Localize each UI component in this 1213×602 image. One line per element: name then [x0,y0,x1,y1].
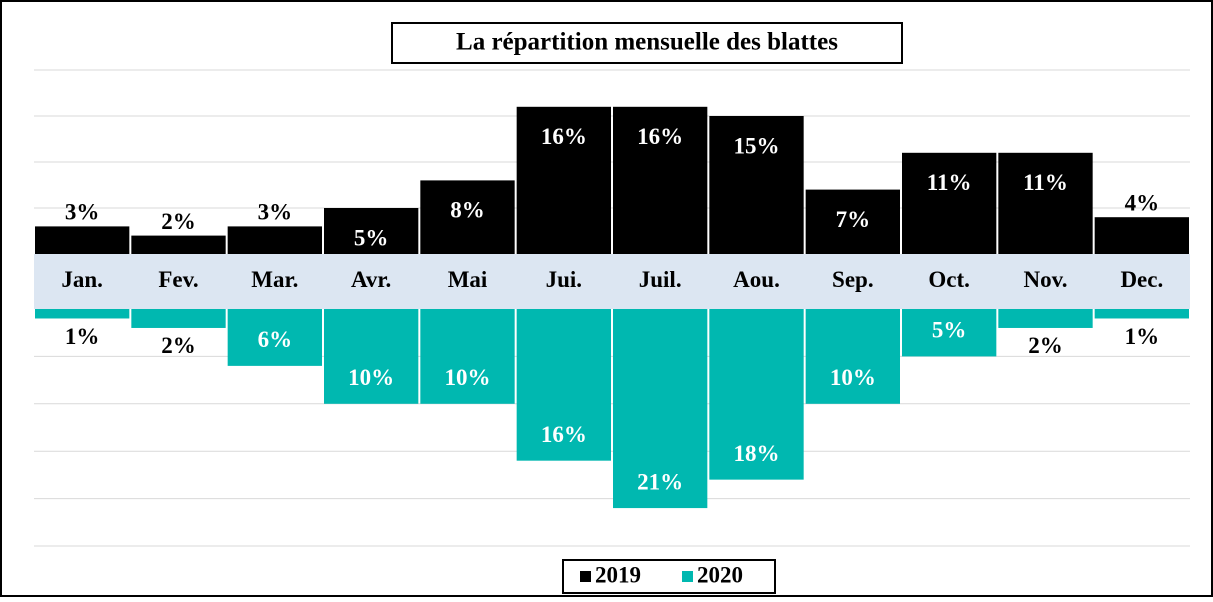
value-label: 10% [348,365,394,390]
bar [35,309,130,319]
x-tick-label: Oct. [928,267,970,292]
value-label: 5% [932,318,967,343]
x-tick-label: Mai [448,267,488,292]
x-tick-label: Dec. [1120,267,1163,292]
legend-label: 2020 [697,562,743,587]
value-label: 10% [445,365,491,390]
legend-swatch [682,571,693,582]
value-label: 16% [541,124,587,149]
value-label: 1% [65,324,100,349]
bar [613,106,708,254]
title-box [391,22,903,64]
value-label: 2% [161,333,196,358]
bar [516,106,611,254]
value-label: 3% [258,200,293,225]
bar [324,309,419,404]
value-label: 7% [836,207,871,232]
bar [227,226,322,254]
bar [1094,217,1189,254]
legend-box [562,559,776,594]
bar [227,309,322,366]
bar [131,235,226,254]
value-label: 11% [927,170,972,195]
value-label: 2% [1028,333,1063,358]
bar [420,180,515,254]
bar [131,309,226,328]
bar [613,309,708,509]
x-tick-label: Fev. [158,267,198,292]
x-tick-label: Nov. [1023,267,1067,292]
x-tick-label: Sep. [832,267,874,292]
value-label: 21% [637,469,683,494]
value-label: 8% [450,198,485,223]
x-tick-label: Jui. [546,267,582,292]
value-label: 16% [541,422,587,447]
value-label: 4% [1125,190,1160,215]
bar [902,152,997,254]
bar [709,309,804,480]
value-label: 16% [637,124,683,149]
value-label: 1% [1125,324,1160,349]
legend-swatch [580,571,591,582]
value-label: 2% [161,209,196,234]
bar [805,189,900,254]
bar [805,309,900,404]
x-tick-label: Avr. [351,267,391,292]
x-tick-label: Juil. [639,267,682,292]
bar [902,309,997,357]
bar [35,226,130,254]
marks: Jan. Fev. Mar. Avr. Mai Jui. Juil. Aou. Sep. Oct.… [35,106,1189,509]
value-label: 3% [65,200,100,225]
bar [420,309,515,404]
x-tick-label: Aou. [733,267,780,292]
legend: 2019 2020 [580,562,743,587]
bar [998,152,1093,254]
bar [1094,309,1189,319]
value-label: 6% [258,327,293,352]
bar [709,116,804,254]
value-label: 11% [1023,170,1068,195]
bar [516,309,611,461]
x-tick-label: Jan. [61,267,103,292]
grid [34,69,1190,547]
chart-title: La répartition mensuelle des blattes [456,29,838,56]
value-label: 15% [734,133,780,158]
x-tick-label: Mar. [251,267,298,292]
value-label: 5% [354,225,389,250]
value-label: 18% [734,441,780,466]
bar [324,208,419,254]
value-label: 10% [830,365,876,390]
category-band [34,254,1190,309]
legend-label: 2019 [595,562,641,587]
bar [998,309,1093,328]
